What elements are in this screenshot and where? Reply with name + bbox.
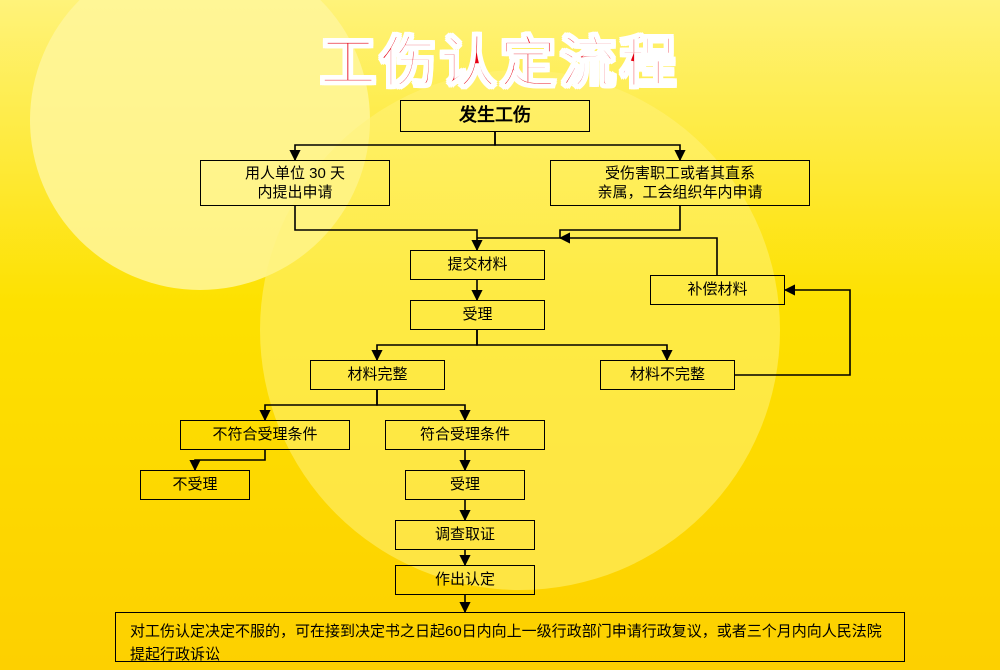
node-investigate: 调查取证 [395, 520, 535, 550]
node-submit: 提交材料 [410, 250, 545, 280]
node-accept2: 受理 [405, 470, 525, 500]
page-title: 工伤认定流程 [0, 18, 1000, 99]
node-incomplete: 材料不完整 [600, 360, 735, 390]
bg-circle-1 [260, 70, 780, 590]
node-start: 发生工伤 [400, 100, 590, 132]
node-supplement: 补偿材料 [650, 275, 785, 305]
node-family: 受伤害职工或者其直系 亲属，工会组织年内申请 [550, 160, 810, 206]
footnote-box: 对工伤认定决定不服的，可在接到决定书之日起60日内向上一级行政部门申请行政复议，… [115, 612, 905, 662]
node-complete: 材料完整 [310, 360, 445, 390]
node-employer: 用人单位 30 天 内提出申请 [200, 160, 390, 206]
node-decide: 作出认定 [395, 565, 535, 595]
flowchart-canvas: 工伤认定流程发生工伤用人单位 30 天 内提出申请 受伤害职工或者其直系 亲属，工… [0, 0, 1000, 670]
node-qualify: 符合受理条件 [385, 420, 545, 450]
node-reject: 不受理 [140, 470, 250, 500]
node-notqualify: 不符合受理条件 [180, 420, 350, 450]
edge-notqualify-reject [195, 450, 265, 470]
node-accept1: 受理 [410, 300, 545, 330]
